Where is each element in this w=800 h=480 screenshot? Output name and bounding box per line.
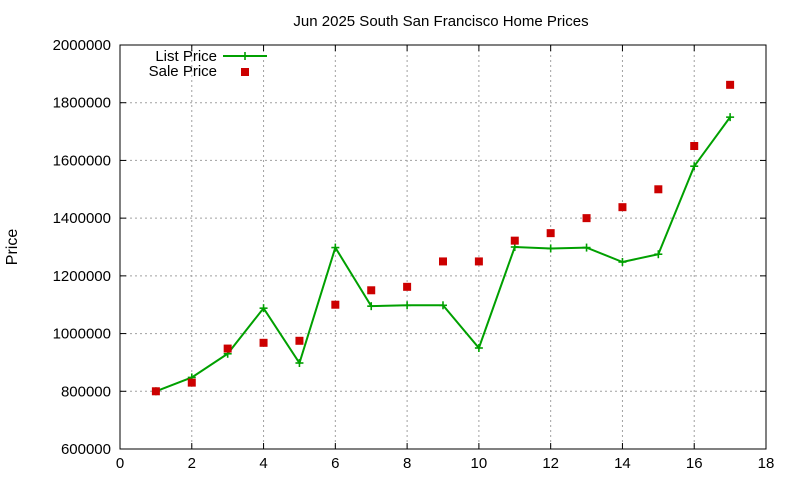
x-tick-label: 2 — [188, 455, 196, 472]
legend: List Price Sale Price — [149, 48, 267, 80]
series-sale-price — [151, 80, 735, 396]
sale-price-point — [726, 80, 735, 89]
list-price-point — [331, 243, 340, 252]
y-axis-label: Price — [4, 229, 21, 266]
legend-marker-sale-price — [241, 68, 249, 76]
y-tick-label: 1200000 — [53, 268, 111, 285]
x-tick-label: 16 — [686, 455, 703, 472]
list-price-point — [439, 301, 447, 310]
sale-price-point — [259, 338, 268, 347]
sale-price-point — [403, 282, 412, 291]
x-tick-label: 18 — [758, 455, 775, 472]
x-tick-label: 10 — [471, 455, 488, 472]
sale-price-point — [546, 229, 555, 238]
sale-price-point — [223, 344, 232, 353]
legend-plus-marker — [241, 52, 249, 60]
sale-price-point — [582, 214, 591, 223]
plot-series — [151, 80, 735, 396]
y-tick-label: 1000000 — [53, 326, 111, 343]
x-tick-label: 8 — [403, 455, 411, 472]
list-price-point — [474, 344, 483, 352]
sale-price-point — [295, 336, 304, 345]
list-price-point — [582, 243, 591, 252]
y-tick-label: 2000000 — [53, 37, 111, 54]
sale-price-point — [439, 257, 447, 266]
legend-square-marker — [241, 68, 249, 76]
sale-price-point — [474, 257, 483, 266]
list-price-point — [726, 113, 735, 122]
axis-ticks: 0 2 4 6 8 10 12 14 16 18 600000 800000 1000000 120000… — [53, 37, 775, 472]
series-list-price — [151, 113, 735, 396]
plot-frame — [119, 44, 767, 450]
x-tick-label: 14 — [614, 455, 631, 472]
y-tick-label: 1800000 — [53, 95, 111, 112]
list-price-line — [155, 116, 731, 393]
y-tick-label: 600000 — [61, 441, 111, 458]
sale-price-point — [331, 300, 340, 309]
sale-price-point — [151, 387, 160, 396]
sale-price-point — [690, 142, 699, 150]
sale-price-point — [654, 185, 663, 194]
y-tick-label: 1400000 — [53, 210, 111, 227]
list-price-point — [259, 304, 268, 313]
sale-price-point — [367, 286, 376, 295]
list-price-point — [546, 244, 555, 253]
sale-price-point — [618, 203, 627, 212]
x-tick-label: 12 — [542, 455, 559, 472]
x-tick-label: 6 — [331, 455, 339, 472]
x-tick-label: 4 — [259, 455, 267, 472]
y-tick-label: 800000 — [61, 383, 111, 400]
y-tick-label: 1600000 — [53, 152, 111, 169]
legend-label-list-price: List Price — [155, 48, 217, 65]
list-price-point — [618, 258, 627, 267]
sale-price-point — [187, 378, 196, 387]
grid — [120, 45, 766, 449]
list-price-point — [690, 162, 699, 171]
x-tick-label: 0 — [116, 455, 124, 472]
list-price-point — [654, 250, 663, 259]
chart-title: Jun 2025 South San Francisco Home Prices — [293, 13, 588, 30]
list-price-point — [295, 359, 304, 368]
legend-marker-list-price — [241, 52, 249, 60]
list-price-point — [367, 302, 376, 311]
sale-price-point — [510, 236, 519, 245]
list-price-point — [403, 301, 412, 310]
legend-label-sale-price: Sale Price — [149, 63, 217, 80]
